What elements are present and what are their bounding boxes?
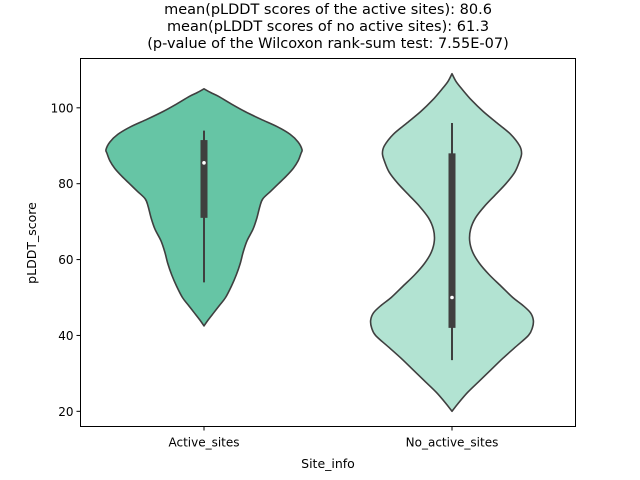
x-tick-label: No_active_sites	[406, 436, 499, 450]
plot-frame	[80, 58, 576, 427]
y-axis-label: pLDDT_score	[24, 202, 39, 284]
y-tick-label: 40	[58, 329, 73, 343]
y-tick-label: 80	[58, 177, 73, 191]
y-axis: 20 40 60 80 100	[51, 101, 81, 419]
violins	[105, 72, 535, 413]
title-line-3: (p-value of the Wilcoxon rank-sum test: …	[147, 36, 508, 52]
chart-title: mean(pLDDT scores of the active sites): …	[147, 2, 508, 52]
y-tick-label: 100	[51, 101, 74, 115]
title-line-1: mean(pLDDT scores of the active sites): …	[164, 2, 492, 18]
x-axis-label: Site_info	[301, 456, 355, 471]
y-tick-label: 20	[58, 405, 73, 419]
x-axis: Active_sites No_active_sites	[168, 426, 499, 450]
x-tick-label: Active_sites	[168, 436, 239, 450]
violin-median-marker	[202, 161, 206, 165]
violin-active-sites	[105, 88, 303, 327]
violin-iqr-box	[200, 140, 208, 218]
title-line-2: mean(pLDDT scores of no active sites): 6…	[167, 19, 489, 35]
violin-no-active-sites	[369, 72, 535, 413]
violin-iqr-box	[448, 153, 456, 328]
violin-median-marker	[450, 295, 454, 300]
y-tick-label: 60	[58, 253, 73, 267]
